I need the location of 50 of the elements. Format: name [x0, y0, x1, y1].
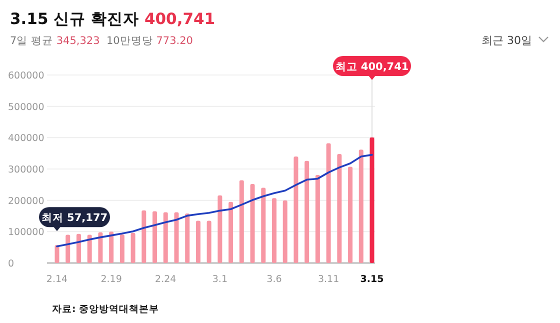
bar [304, 160, 310, 263]
bar [206, 220, 212, 263]
bar [196, 220, 200, 263]
y-tick-label: 0 [8, 258, 14, 270]
bar [261, 188, 266, 263]
bar [185, 213, 190, 263]
x-tick-label: 2.19 [100, 274, 122, 285]
bar [66, 234, 70, 263]
bar [239, 180, 244, 263]
bar [282, 200, 288, 263]
bar [54, 245, 60, 263]
bar [250, 184, 255, 263]
bar [98, 232, 103, 263]
bar [358, 150, 364, 263]
y-tick-label: 300000 [8, 164, 44, 176]
bar [130, 232, 136, 263]
bar [348, 166, 353, 263]
chart-title: 3.15 신규 확진자 400,741 [10, 10, 216, 28]
text: 최근 30일 [482, 34, 532, 47]
bar [315, 174, 320, 263]
bar [326, 143, 331, 263]
bar [272, 198, 276, 263]
bar [218, 195, 222, 263]
bar [228, 202, 234, 263]
bar [87, 234, 92, 263]
x-tick-label: 3.6 [266, 274, 282, 285]
x-tick-label: 2.24 [155, 274, 176, 285]
x-tick-label: 2.14 [46, 274, 68, 285]
annotation: 최고 400,741 [335, 61, 409, 73]
x-tick-label: 3.15 [360, 274, 384, 285]
bar [163, 212, 168, 263]
y-tick-label: 600000 [8, 70, 44, 82]
y-tick-label: 500000 [8, 102, 44, 113]
y-tick-label: 200000 [8, 196, 44, 207]
chart-subtitle: 7일 평균 345,323 10만명당 773.20 [10, 35, 193, 47]
y-tick-label: 400000 [8, 133, 44, 144]
bar [370, 137, 374, 263]
bar [337, 154, 342, 263]
bar [174, 212, 179, 263]
bar [109, 232, 114, 263]
bar [142, 210, 146, 263]
annotation: 최저 57,177 [41, 212, 108, 224]
y-tick-label: 100000 [8, 227, 44, 238]
bar [294, 156, 298, 263]
bar [152, 211, 158, 263]
x-tick-label: 3.1 [212, 274, 228, 285]
bar [120, 234, 124, 263]
bar [76, 234, 81, 263]
text: 자료: 중앙방역대책본부 [52, 304, 160, 315]
x-tick-label: 3.11 [318, 274, 340, 285]
